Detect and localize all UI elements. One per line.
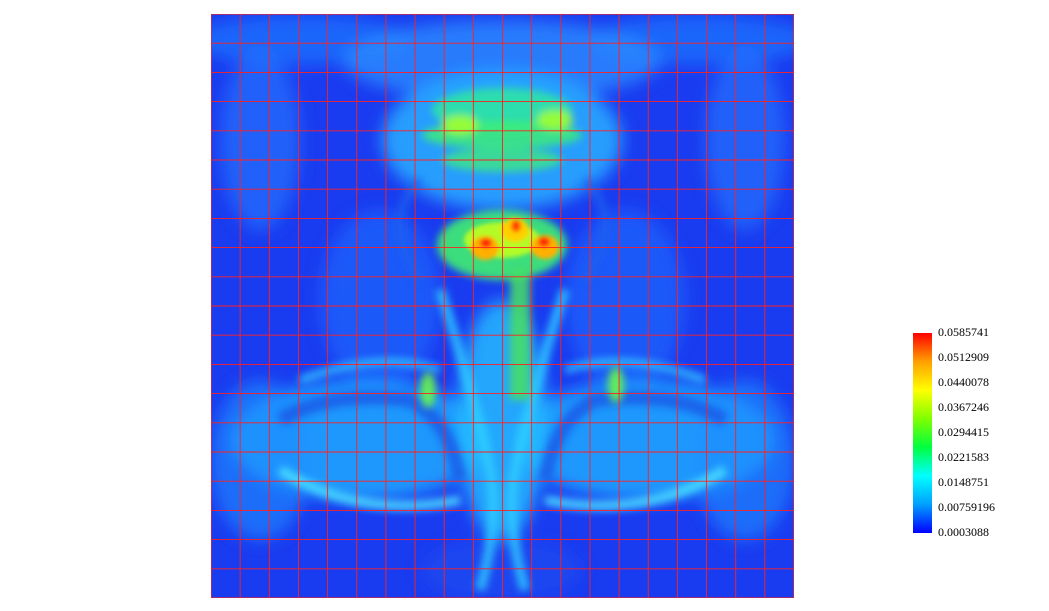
colorbar: 0.0585741 0.0512909 0.0440078 0.0367246 0.02…	[913, 325, 995, 539]
colorbar-tick-label: 0.0585741	[938, 325, 989, 339]
colorbar-tick-labels: 0.0585741 0.0512909 0.0440078 0.0367246 0.02…	[938, 325, 995, 539]
field-hot-spots	[464, 218, 559, 260]
mesh-grid	[211, 14, 794, 598]
colorbar-tick-label: 0.00759196	[938, 500, 995, 514]
colorbar-tick-label: 0.0512909	[938, 350, 989, 364]
colorbar-gradient	[913, 333, 932, 533]
colorbar-tick-label: 0.0294415	[938, 425, 989, 439]
heatmap-area	[211, 14, 794, 598]
colorbar-tick-label: 0.0003088	[938, 525, 989, 539]
colorbar-tick-label: 0.0148751	[938, 475, 989, 489]
colorbar-tick-label: 0.0221583	[938, 450, 989, 464]
colorbar-tick-label: 0.0440078	[938, 375, 989, 389]
colorbar-tick-label: 0.0367246	[938, 400, 989, 414]
